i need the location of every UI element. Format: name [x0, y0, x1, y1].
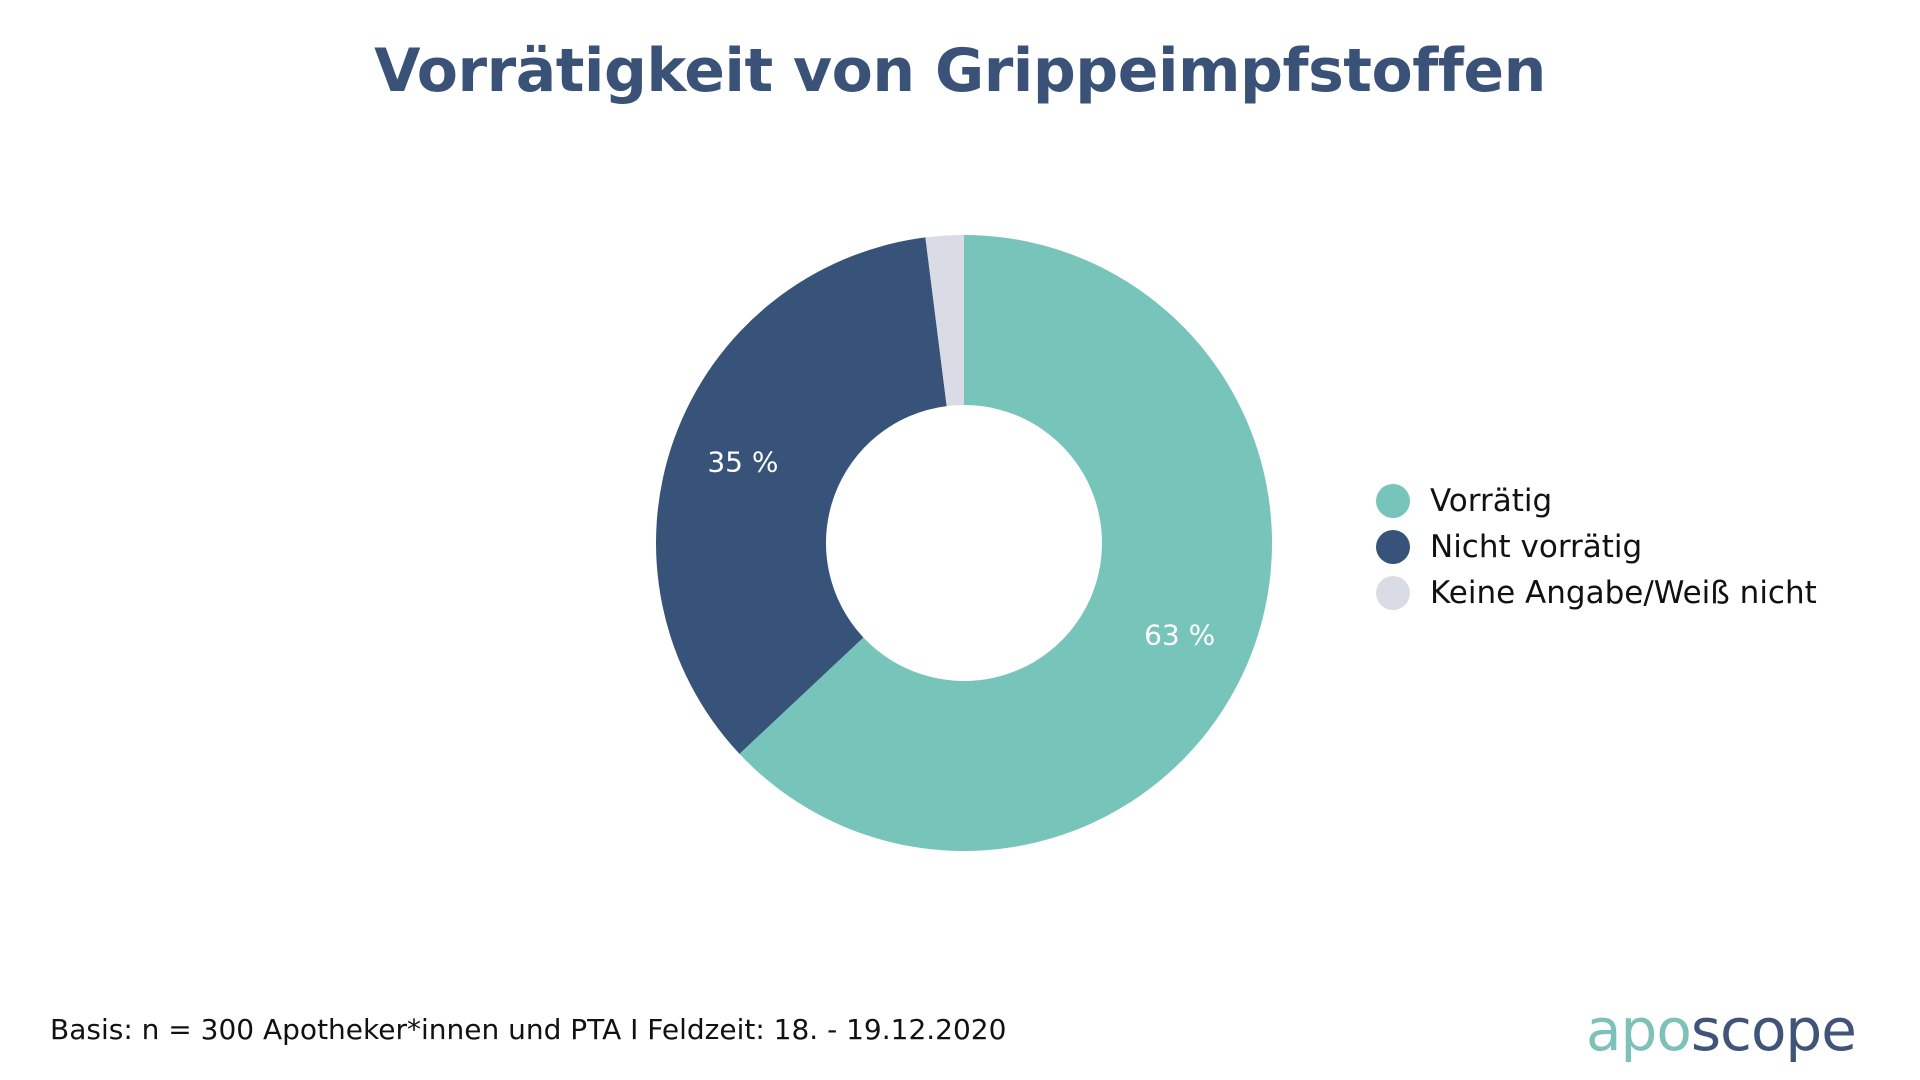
donut-slice-1: [656, 237, 947, 754]
legend-label: Keine Angabe/Weiß nicht: [1430, 575, 1817, 611]
legend-swatch: [1376, 484, 1410, 518]
legend-item-nicht-vorraetig: Nicht vorrätig: [1376, 524, 1817, 570]
footer-note: Basis: n = 300 Apotheker*innen und PTA I…: [50, 1013, 1007, 1046]
legend-swatch: [1376, 576, 1410, 610]
donut-slice-0: [739, 235, 1272, 851]
logo-part-scope: scope: [1690, 996, 1857, 1064]
donut-slice-2: [925, 235, 964, 407]
legend: Vorrätig Nicht vorrätig Keine Angabe/Wei…: [1376, 478, 1817, 616]
data-label-0: 63 %: [1144, 618, 1215, 651]
legend-swatch: [1376, 530, 1410, 564]
legend-item-vorraetig: Vorrätig: [1376, 478, 1817, 524]
chart-title: Vorrätigkeit von Grippeimpfstoffen: [374, 36, 1546, 106]
legend-label: Nicht vorrätig: [1430, 529, 1643, 565]
aposcope-logo: aposcope: [1586, 996, 1857, 1064]
legend-label: Vorrätig: [1430, 483, 1553, 519]
logo-part-apo: apo: [1586, 996, 1692, 1064]
data-label-1: 35 %: [707, 445, 778, 478]
legend-item-keine-angabe: Keine Angabe/Weiß nicht: [1376, 570, 1817, 616]
